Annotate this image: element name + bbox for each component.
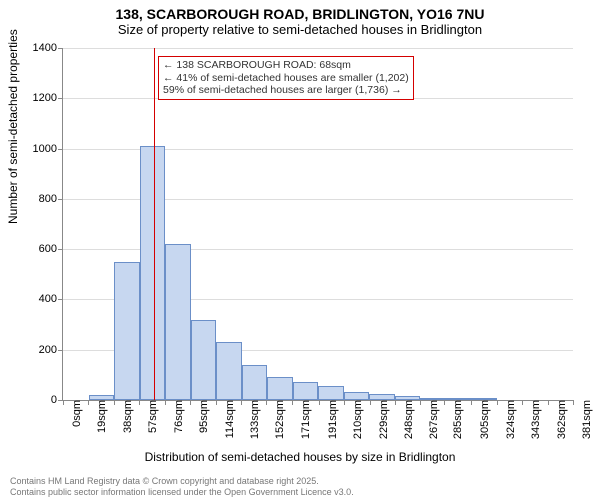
xtick-mark xyxy=(370,400,371,405)
footer: Contains HM Land Registry data © Crown c… xyxy=(10,476,354,498)
footer-line-1: Contains HM Land Registry data © Crown c… xyxy=(10,476,354,487)
histogram-bar xyxy=(191,320,217,400)
xtick-label: 57sqm xyxy=(143,400,159,433)
xtick-mark xyxy=(292,400,293,405)
xtick-label: 0sqm xyxy=(67,400,83,427)
histogram-bar xyxy=(293,382,319,400)
ytick-label: 800 xyxy=(17,193,63,205)
xtick-label: 114sqm xyxy=(220,400,236,438)
xtick-mark xyxy=(165,400,166,405)
annotation-line: ← 138 SCARBOROUGH ROAD: 68sqm xyxy=(163,59,409,72)
histogram-bar xyxy=(344,392,370,400)
x-axis-label: Distribution of semi-detached houses by … xyxy=(0,450,600,464)
histogram-bar xyxy=(267,377,293,400)
xtick-label: 343sqm xyxy=(526,400,542,439)
xtick-label: 210sqm xyxy=(348,400,364,439)
xtick-mark xyxy=(573,400,574,405)
xtick-mark xyxy=(395,400,396,405)
xtick-label: 285sqm xyxy=(448,400,464,439)
chart-subtitle: Size of property relative to semi-detach… xyxy=(0,22,600,41)
xtick-mark xyxy=(548,400,549,405)
ytick-label: 1400 xyxy=(17,42,63,54)
ytick-label: 1200 xyxy=(17,92,63,104)
xtick-mark xyxy=(444,400,445,405)
plot-area: 02004006008001000120014000sqm19sqm38sqm5… xyxy=(62,48,573,401)
xtick-mark xyxy=(190,400,191,405)
xtick-label: 324sqm xyxy=(501,400,517,439)
histogram-bar xyxy=(216,342,242,400)
xtick-mark xyxy=(420,400,421,405)
xtick-label: 171sqm xyxy=(296,400,312,439)
xtick-label: 362sqm xyxy=(552,400,568,439)
xtick-label: 381sqm xyxy=(577,400,593,439)
chart-title: 138, SCARBOROUGH ROAD, BRIDLINGTON, YO16… xyxy=(0,0,600,22)
gridline xyxy=(63,48,573,49)
xtick-mark xyxy=(216,400,217,405)
xtick-mark xyxy=(88,400,89,405)
xtick-mark xyxy=(319,400,320,405)
histogram-bar xyxy=(140,146,166,400)
xtick-label: 95sqm xyxy=(194,400,210,433)
xtick-mark xyxy=(266,400,267,405)
ytick-label: 0 xyxy=(17,394,63,406)
ytick-label: 400 xyxy=(17,293,63,305)
xtick-label: 133sqm xyxy=(245,400,261,439)
xtick-mark xyxy=(241,400,242,405)
xtick-label: 191sqm xyxy=(323,400,339,439)
xtick-label: 248sqm xyxy=(399,400,415,439)
histogram-bar xyxy=(165,244,191,400)
annotation-box: ← 138 SCARBOROUGH ROAD: 68sqm← 41% of se… xyxy=(158,56,414,100)
xtick-label: 229sqm xyxy=(374,400,390,439)
xtick-label: 152sqm xyxy=(270,400,286,439)
annotation-line: 59% of semi-detached houses are larger (… xyxy=(163,84,409,97)
xtick-mark xyxy=(63,400,64,405)
xtick-mark xyxy=(522,400,523,405)
xtick-mark xyxy=(344,400,345,405)
ytick-label: 200 xyxy=(17,344,63,356)
histogram-bar xyxy=(318,386,344,400)
ytick-label: 600 xyxy=(17,243,63,255)
xtick-mark xyxy=(497,400,498,405)
xtick-mark xyxy=(471,400,472,405)
xtick-label: 38sqm xyxy=(118,400,134,433)
chart-container: 138, SCARBOROUGH ROAD, BRIDLINGTON, YO16… xyxy=(0,0,600,500)
xtick-label: 19sqm xyxy=(92,400,108,433)
xtick-label: 267sqm xyxy=(424,400,440,439)
histogram-bar xyxy=(242,365,268,400)
marker-line xyxy=(154,48,155,400)
ytick-label: 1000 xyxy=(17,143,63,155)
xtick-mark xyxy=(139,400,140,405)
histogram-bar xyxy=(114,262,140,400)
xtick-label: 76sqm xyxy=(169,400,185,433)
footer-line-2: Contains public sector information licen… xyxy=(10,487,354,498)
xtick-label: 305sqm xyxy=(475,400,491,439)
xtick-mark xyxy=(114,400,115,405)
annotation-line: ← 41% of semi-detached houses are smalle… xyxy=(163,72,409,85)
